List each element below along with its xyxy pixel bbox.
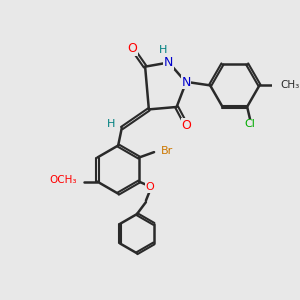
Text: OCH₃: OCH₃ xyxy=(50,175,77,185)
Text: H: H xyxy=(159,45,167,56)
Text: CH₃: CH₃ xyxy=(280,80,300,90)
Text: O: O xyxy=(145,182,154,192)
Text: N: N xyxy=(164,56,173,69)
Text: Cl: Cl xyxy=(245,119,256,129)
Text: O: O xyxy=(128,42,137,55)
Text: O: O xyxy=(181,118,191,131)
Text: Br: Br xyxy=(161,146,173,156)
Text: H: H xyxy=(107,119,116,129)
Text: N: N xyxy=(182,76,191,89)
